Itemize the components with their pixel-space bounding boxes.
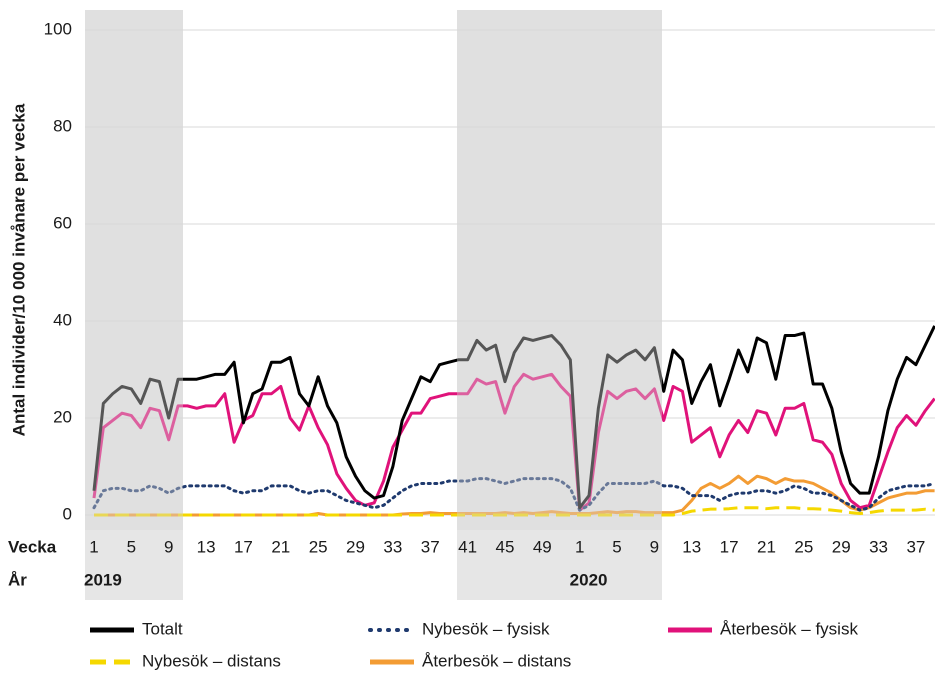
x-tick-label: 29: [832, 537, 851, 556]
legend-label: Återbesök – fysisk: [720, 619, 858, 638]
x-tick-label: 37: [906, 537, 925, 556]
shade-overlay: [85, 10, 183, 530]
x-tick-label: 5: [127, 537, 136, 556]
x-tick-label: 33: [869, 537, 888, 556]
x-tick-label: 37: [421, 537, 440, 556]
series-line: [94, 506, 935, 517]
legend-label: Återbesök – distans: [422, 651, 571, 670]
series-line: [92, 325, 935, 510]
y-tick-label: 60: [53, 213, 72, 232]
y-tick-label: 20: [53, 407, 72, 426]
x-tick-label: 9: [650, 537, 659, 556]
legend-label: Nybesök – fysisk: [422, 619, 550, 638]
x-tick-label: 1: [89, 537, 98, 556]
x-tick-label: 25: [794, 537, 813, 556]
x-tick-label: 1: [575, 537, 584, 556]
shaded-period: [457, 10, 662, 600]
x-tick-label: 17: [720, 537, 739, 556]
x-tick-label: 17: [234, 537, 253, 556]
y-tick-label: 80: [53, 116, 72, 135]
x-tick-label: 29: [346, 537, 365, 556]
year-label: 2020: [570, 570, 608, 589]
year-label: 2019: [84, 570, 122, 589]
year-row-label: År: [8, 570, 27, 589]
y-tick-label: 100: [44, 19, 72, 38]
x-tick-label: 33: [383, 537, 402, 556]
series-line: [92, 477, 935, 512]
shaded-period: [85, 10, 183, 600]
y-tick-label: 0: [63, 504, 72, 523]
x-tick-label: 45: [495, 537, 514, 556]
x-tick-label: 13: [197, 537, 216, 556]
y-tick-label: 40: [53, 310, 72, 329]
week-row-label: Vecka: [8, 537, 57, 556]
x-tick-label: 25: [309, 537, 328, 556]
legend-label: Totalt: [142, 619, 183, 638]
shade-overlay: [457, 10, 662, 530]
x-tick-label: 9: [164, 537, 173, 556]
series-line: [92, 372, 935, 512]
x-tick-label: 21: [271, 537, 290, 556]
x-tick-label: 49: [533, 537, 552, 556]
x-tick-label: 21: [757, 537, 776, 556]
x-tick-label: 5: [612, 537, 621, 556]
x-tick-label: 41: [458, 537, 477, 556]
legend-label: Nybesök – distans: [142, 651, 281, 670]
y-axis-label: Antal individer/10 000 invånare per veck…: [9, 103, 28, 436]
x-tick-label: 13: [682, 537, 701, 556]
season-shading: [85, 10, 662, 600]
